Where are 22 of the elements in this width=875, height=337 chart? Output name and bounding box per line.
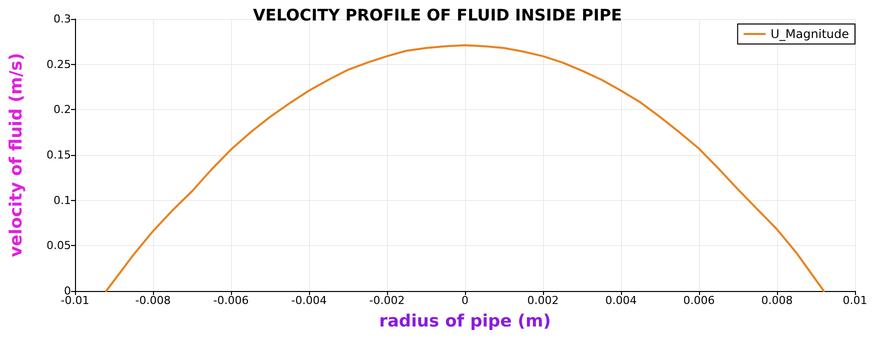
x-tick-label: 0.006	[683, 294, 715, 307]
x-tick-label: -0.006	[213, 294, 249, 307]
x-tick-label: 0.004	[605, 294, 637, 307]
y-tick-label: 0.2	[54, 103, 71, 116]
y-tick-label: 0.05	[46, 239, 71, 252]
chart-title: VELOCITY PROFILE OF FLUID INSIDE PIPE	[253, 6, 622, 24]
y-tick-label: 0.3	[54, 12, 71, 26]
x-tick-label: 0	[462, 294, 468, 307]
x-tick-label: 0.01	[842, 294, 868, 307]
y-axis-title: velocity of fluid (m/s)	[6, 52, 26, 258]
y-tick-label: 0.1	[54, 194, 71, 207]
line-series	[105, 44, 825, 292]
x-tick-label: -0.004	[291, 294, 327, 307]
x-tick-label: -0.002	[369, 294, 405, 307]
x-tick-label: 0.002	[527, 294, 559, 307]
x-tick-label: -0.01	[60, 294, 90, 307]
x-axis-title: radius of pipe (m)	[379, 312, 551, 332]
x-tick-label: 0.008	[761, 294, 793, 307]
legend-label: U_Magnitude	[770, 27, 849, 41]
y-tick-label: 0.15	[46, 148, 71, 162]
x-tick-label: -0.008	[135, 294, 171, 307]
y-tick-label: 0.25	[46, 58, 71, 71]
